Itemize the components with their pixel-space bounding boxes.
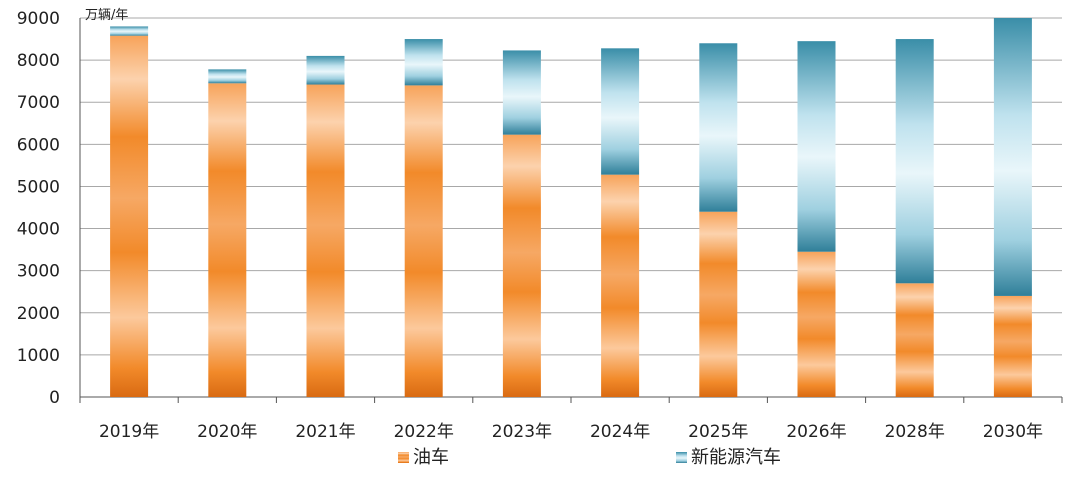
legend-swatch-油车	[398, 452, 409, 463]
bar-oil-2026年	[797, 251, 836, 397]
bar-oil-2021年	[306, 84, 345, 397]
bar-ev-2025年	[699, 43, 738, 212]
bar-ev-2024年	[601, 48, 640, 175]
x-tick-label: 2030年	[983, 422, 1043, 442]
bar-oil-2024年	[601, 174, 640, 397]
bar-ev-2021年	[306, 55, 345, 85]
bar-ev-2028年	[895, 39, 934, 284]
y-tick-label: 0	[49, 388, 60, 408]
y-tick-label: 9000	[17, 9, 60, 29]
y-tick-label: 8000	[17, 51, 60, 71]
bar-ev-2020年	[208, 69, 247, 84]
y-tick-label: 6000	[17, 135, 60, 155]
bar-oil-2022年	[404, 85, 443, 397]
x-tick-label: 2025年	[688, 422, 748, 442]
tick-labels: 0 1000 2000 3000 4000 5000 6000 7000 8000 9000 201…	[17, 9, 1043, 442]
legend-label: 新能源汽车	[691, 447, 781, 468]
bar-ev-2022年	[404, 39, 443, 86]
bar-ev-2026年	[797, 41, 836, 252]
bar-oil-2019年	[110, 35, 149, 397]
bar-ev-2019年	[110, 26, 149, 36]
bar-ev-2030年	[993, 18, 1032, 296]
bars	[110, 18, 1032, 398]
x-tick-label: 2021年	[295, 422, 355, 442]
legend: 油车 新能源汽车	[398, 447, 781, 468]
x-tick-label: 2028年	[885, 422, 945, 442]
legend-label: 油车	[413, 447, 449, 468]
x-tick-label: 2023年	[492, 422, 552, 442]
bar-oil-2030年	[993, 295, 1032, 397]
legend-swatch-新能源汽车	[676, 452, 687, 463]
unit-label: 万辆/年	[85, 8, 128, 23]
x-tick-label: 2020年	[197, 422, 257, 442]
bar-oil-2028年	[895, 283, 934, 397]
y-tick-label: 7000	[17, 93, 60, 113]
x-tick-label: 2026年	[786, 422, 846, 442]
x-tick-label: 2024年	[590, 422, 650, 442]
bar-oil-2023年	[502, 134, 541, 398]
y-tick-label: 3000	[17, 262, 60, 282]
bar-oil-2020年	[208, 83, 247, 398]
y-tick-label: 2000	[17, 304, 60, 324]
bar-oil-2025年	[699, 211, 738, 397]
y-tick-label: 5000	[17, 177, 60, 197]
bar-ev-2023年	[502, 50, 541, 135]
x-tick-label: 2019年	[99, 422, 159, 442]
x-tick-label: 2022年	[394, 422, 454, 442]
y-tick-label: 1000	[17, 346, 60, 366]
y-tick-label: 4000	[17, 220, 60, 240]
